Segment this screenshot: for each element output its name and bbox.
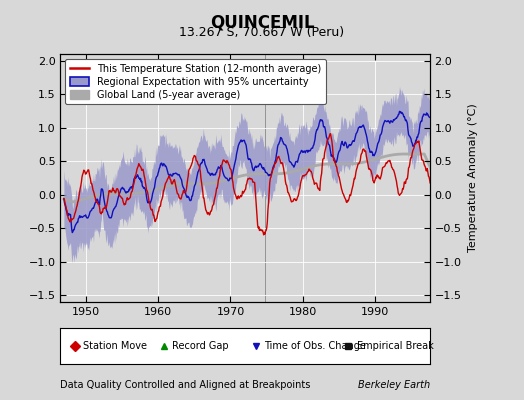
- Text: Record Gap: Record Gap: [172, 341, 228, 351]
- Text: Station Move: Station Move: [83, 341, 147, 351]
- Legend: This Temperature Station (12-month average), Regional Expectation with 95% uncer: This Temperature Station (12-month avera…: [65, 59, 326, 104]
- Text: Time of Obs. Change: Time of Obs. Change: [264, 341, 366, 351]
- Text: QUINCEMIL: QUINCEMIL: [210, 14, 314, 32]
- Text: Berkeley Earth: Berkeley Earth: [357, 380, 430, 390]
- Text: 13.267 S, 70.667 W (Peru): 13.267 S, 70.667 W (Peru): [179, 26, 345, 39]
- Text: Empirical Break: Empirical Break: [356, 341, 433, 351]
- Text: Data Quality Controlled and Aligned at Breakpoints: Data Quality Controlled and Aligned at B…: [60, 380, 311, 390]
- Y-axis label: Temperature Anomaly (°C): Temperature Anomaly (°C): [468, 104, 478, 252]
